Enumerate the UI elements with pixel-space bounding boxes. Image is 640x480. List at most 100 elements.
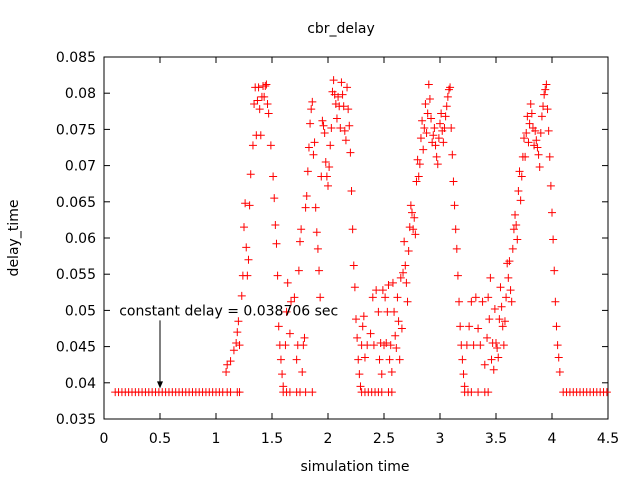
data-point [349,261,358,270]
data-point [551,297,560,306]
data-point [270,194,279,203]
data-point [232,338,241,347]
data-point [537,112,546,121]
y-tick-label: 0.06 [65,231,96,247]
data-point [554,353,563,362]
data-point [285,329,294,338]
data-point [405,223,414,232]
data-point [296,237,304,246]
data-point [245,201,254,210]
data-point [433,160,442,169]
data-point [255,105,264,114]
data-point [393,293,402,302]
data-point [387,367,396,376]
data-point [304,143,313,152]
data-point [319,121,328,130]
data-point [366,329,375,338]
data-point [392,344,401,353]
data-point [233,328,242,337]
scatter-points [111,76,611,397]
data-point [478,297,487,306]
data-point [536,129,545,138]
y-tick-label: 0.04 [65,376,96,392]
data-point [415,160,424,169]
data-point [549,235,558,244]
data-point [455,297,464,306]
data-point [476,341,485,350]
plot-frame [103,56,609,420]
data-point [512,220,521,229]
data-point [436,119,444,128]
data-point [343,83,352,92]
data-point [553,341,562,350]
data-point [375,355,384,364]
data-point [271,220,280,229]
data-point [534,150,543,159]
data-point [391,331,400,340]
data-point [311,203,320,212]
data-point [503,259,512,268]
data-point [240,223,248,232]
data-point [474,324,483,333]
data-point [237,291,246,300]
data-point [453,271,462,280]
data-point [442,102,451,111]
data-point [459,370,468,379]
chart-title: cbr_delay [307,21,375,37]
data-point [312,228,321,237]
data-point [439,138,448,147]
data-point [513,235,522,244]
data-point [352,315,360,324]
data-point [452,244,461,253]
data-point [414,172,423,181]
data-point [602,388,611,397]
data-point [282,307,291,316]
y-tick-label: 0.08 [65,86,96,102]
data-point [394,317,403,326]
data-point [486,273,495,282]
y-axis: 0.035 0.04 0.045 0.05 0.055 0.06 0.065 0.07 0.07… [56,50,608,428]
data-point [322,172,331,181]
data-point [254,83,263,92]
y-tick-label: 0.075 [56,122,96,138]
x-tick-label: 3.5 [485,431,507,447]
data-point [340,126,349,135]
data-point [531,126,540,135]
data-point [339,102,348,111]
data-point [318,116,327,125]
data-point [416,134,425,143]
data-point [508,244,517,253]
data-point [358,322,367,331]
data-point [336,123,345,132]
data-point [406,201,415,210]
data-point [301,388,310,397]
data-point [329,76,338,85]
data-point [402,278,411,287]
data-point [287,297,296,306]
data-point [500,317,509,326]
y-tick-label: 0.035 [56,412,96,428]
data-point [246,170,255,179]
data-point [229,346,238,355]
data-point [535,163,544,172]
data-point [542,80,551,89]
data-point [283,278,292,287]
data-point [276,355,285,364]
data-point [337,78,346,87]
data-point [495,315,504,324]
data-point [532,136,541,145]
data-point [262,80,271,89]
data-point [521,152,530,161]
data-point [469,341,478,350]
data-point [363,341,372,350]
data-point [451,225,460,234]
data-point [480,360,489,369]
data-point [424,80,433,89]
data-point [467,297,476,306]
data-point [309,150,318,159]
data-point [543,105,552,114]
data-point [395,355,404,364]
data-point [511,210,520,219]
data-point [440,123,449,132]
